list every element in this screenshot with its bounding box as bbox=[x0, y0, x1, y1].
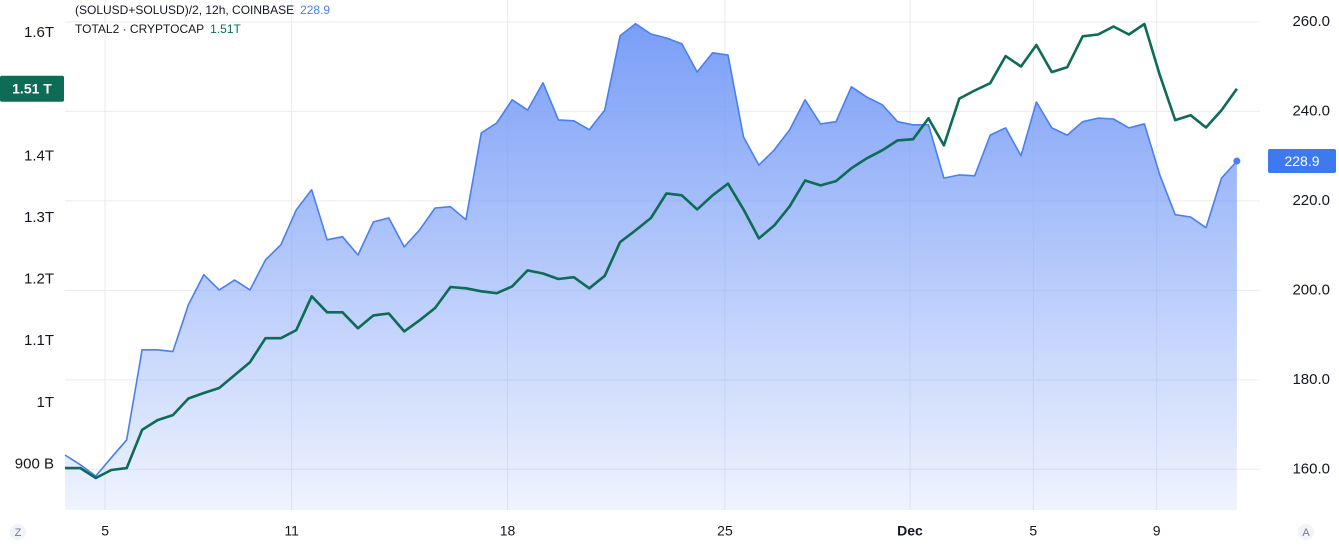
y-tick-label: 1.3T bbox=[24, 209, 54, 226]
y2-tick-label: 220.0 bbox=[1292, 192, 1330, 209]
x-tick-label: 5 bbox=[101, 523, 109, 539]
y2-tick-label: 240.0 bbox=[1292, 102, 1330, 119]
legend-value: 1.51T bbox=[210, 22, 241, 36]
x-tick-label: 18 bbox=[500, 523, 516, 539]
x-tick-label: 11 bbox=[284, 523, 299, 539]
x-tick-label: 5 bbox=[1029, 523, 1037, 539]
y2-tick-label: 260.0 bbox=[1292, 13, 1330, 30]
y-tick-label: 900 B bbox=[15, 455, 54, 472]
corner-marker bbox=[10, 524, 26, 540]
line bbox=[65, 22, 1238, 480]
y-tick-label: 1.6T bbox=[24, 24, 54, 41]
y2-tick-label: 160.0 bbox=[1292, 460, 1330, 477]
last-point bbox=[1233, 157, 1241, 165]
price-badge bbox=[0, 75, 64, 102]
corner-marker bbox=[1298, 524, 1314, 540]
line bbox=[64, 22, 1238, 477]
y-tick-label: 1.4T bbox=[24, 147, 54, 164]
price-badge bbox=[1268, 149, 1336, 174]
x-tick-label: 9 bbox=[1153, 523, 1161, 539]
y-tick-label: 1.2T bbox=[24, 271, 54, 288]
y2-tick-label: 200.0 bbox=[1292, 281, 1330, 298]
area bbox=[65, 23, 1237, 510]
price-badge-label: 1.51 T bbox=[12, 80, 52, 96]
x-tick-label: Dec bbox=[897, 523, 923, 539]
legend-name: TOTAL2 · CRYPTOCAP bbox=[75, 22, 204, 36]
y-tick-label: 1.1T bbox=[24, 332, 54, 349]
legend-value: 228.9 bbox=[300, 3, 330, 17]
x-tick-label: 25 bbox=[717, 523, 733, 539]
corner-label: Z bbox=[15, 527, 22, 539]
price-badge-label: 228.9 bbox=[1284, 153, 1319, 169]
legend-name: (SOLUSD+SOLUSD)/2, 12h, COINBASE bbox=[75, 3, 294, 17]
corner-label: A bbox=[1302, 527, 1310, 539]
y2-tick-label: 180.0 bbox=[1292, 371, 1330, 388]
y-tick-label: 1T bbox=[36, 394, 54, 411]
